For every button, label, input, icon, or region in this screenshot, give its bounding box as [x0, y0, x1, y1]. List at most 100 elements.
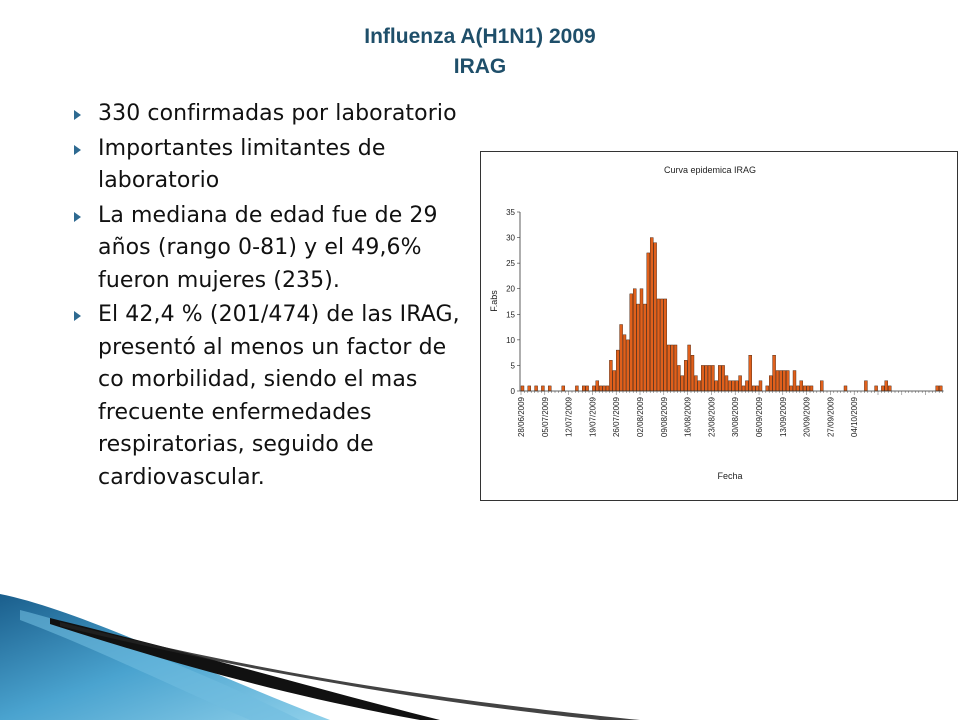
- bar: [697, 380, 702, 392]
- slide-subtitle: IRAG: [453, 55, 507, 78]
- bar: [881, 385, 885, 392]
- epidemic-curve-chart: Curva epidemica IRAG F.abs Fecha 0 5 10 15 2…: [480, 151, 958, 501]
- bar: [782, 370, 786, 392]
- bar: [884, 380, 888, 392]
- x-tick-label: 04/10/2009: [850, 396, 859, 437]
- bar: [728, 380, 732, 392]
- bar: [745, 380, 749, 392]
- bullet-text: 330 confirmadas por laboratorio: [98, 101, 457, 126]
- bullet-text: La mediana de edad fue de 29 años (rango…: [98, 202, 438, 293]
- bar: [527, 385, 531, 392]
- bar: [541, 385, 545, 392]
- bar: [752, 385, 756, 392]
- x-tick-label: 30/08/2009: [731, 396, 740, 437]
- bar: [748, 354, 752, 392]
- bar: [707, 365, 712, 392]
- bar: [646, 252, 651, 392]
- bar: [609, 360, 613, 392]
- bar: [585, 385, 589, 392]
- decorative-swoosh: [0, 594, 640, 720]
- bullet-text: Importantes limitantes de laboratorio: [98, 135, 386, 194]
- bar: [755, 385, 759, 392]
- y-tick-label: 5: [511, 361, 516, 370]
- bar: [632, 288, 637, 392]
- y-tick-label: 20: [506, 285, 515, 294]
- bar: [561, 385, 566, 392]
- x-axis-label: Fecha: [717, 471, 742, 481]
- bar: [721, 365, 725, 392]
- bar: [738, 375, 742, 392]
- bar: [704, 365, 708, 392]
- bar: [724, 375, 729, 392]
- bar-series: [520, 237, 943, 392]
- bar: [683, 360, 688, 392]
- bar: [612, 370, 617, 392]
- bar: [734, 380, 739, 392]
- bar: [769, 375, 773, 392]
- y-tick-label: 30: [506, 234, 515, 243]
- bar: [677, 365, 681, 392]
- bar: [820, 380, 824, 392]
- x-tick-label: 26/07/2009: [612, 396, 621, 437]
- x-tick-label: 27/09/2009: [826, 396, 835, 437]
- bar: [772, 354, 776, 392]
- y-tick-label: 0: [511, 387, 516, 396]
- y-axis: 0 5 10 15 20 25 30 35: [506, 208, 521, 396]
- bar: [598, 385, 603, 392]
- bar: [622, 334, 627, 392]
- bar: [619, 324, 623, 392]
- bar: [796, 385, 800, 392]
- bullet-arrow-icon: [74, 144, 81, 155]
- y-tick-label: 25: [506, 259, 515, 268]
- bar: [663, 298, 668, 392]
- bar: [935, 385, 939, 392]
- bar: [806, 385, 810, 392]
- bullet-item: El 42,4 % (201/474) de las IRAG, present…: [72, 299, 464, 494]
- bar: [605, 385, 610, 392]
- bar: [602, 385, 606, 392]
- bullet-item: 330 confirmadas por laboratorio: [72, 98, 464, 131]
- bar: [660, 298, 664, 392]
- bar: [626, 339, 630, 392]
- bullet-list: 330 confirmadas por laboratorio Importan…: [72, 98, 464, 496]
- y-axis-label: F.abs: [489, 290, 499, 312]
- y-tick-label: 15: [506, 310, 515, 319]
- bullet-arrow-icon: [74, 110, 81, 120]
- bar: [758, 380, 763, 392]
- bullet-item: La mediana de edad fue de 29 años (rango…: [72, 200, 464, 298]
- bar: [575, 385, 579, 392]
- x-tick-label: 28/06/2009: [517, 396, 526, 437]
- bar: [534, 385, 538, 392]
- bar: [581, 385, 586, 392]
- bar: [666, 344, 671, 392]
- bar: [680, 375, 685, 392]
- bar: [792, 370, 797, 392]
- bar: [888, 385, 892, 392]
- bar: [939, 385, 943, 392]
- bar: [629, 293, 634, 392]
- bar: [765, 385, 769, 392]
- bar: [786, 370, 790, 392]
- bullet-arrow-icon: [74, 311, 81, 321]
- bar: [673, 344, 678, 392]
- bullet-item: Importantes limitantes de laboratorio: [72, 133, 464, 198]
- bar: [687, 344, 691, 392]
- x-tick-label: 06/09/2009: [755, 396, 764, 437]
- chart-frame: [480, 151, 958, 501]
- bar: [670, 344, 674, 392]
- x-axis: 28/06/2009 05/07/2009 12/07/2009 19/07/2009…: [517, 390, 944, 437]
- y-tick-label: 35: [506, 208, 515, 217]
- bar: [547, 385, 552, 392]
- bar: [864, 380, 868, 392]
- bullet-arrow-icon: [74, 211, 81, 222]
- bar: [711, 365, 715, 392]
- bar: [731, 380, 736, 392]
- x-tick-label: 09/08/2009: [660, 396, 669, 437]
- bullet-text: El 42,4 % (201/474) de las IRAG, present…: [98, 302, 460, 490]
- bar: [700, 365, 705, 392]
- bar: [741, 385, 746, 392]
- bar: [717, 365, 722, 392]
- bar: [694, 375, 698, 392]
- bar: [809, 385, 814, 392]
- bar: [874, 385, 878, 392]
